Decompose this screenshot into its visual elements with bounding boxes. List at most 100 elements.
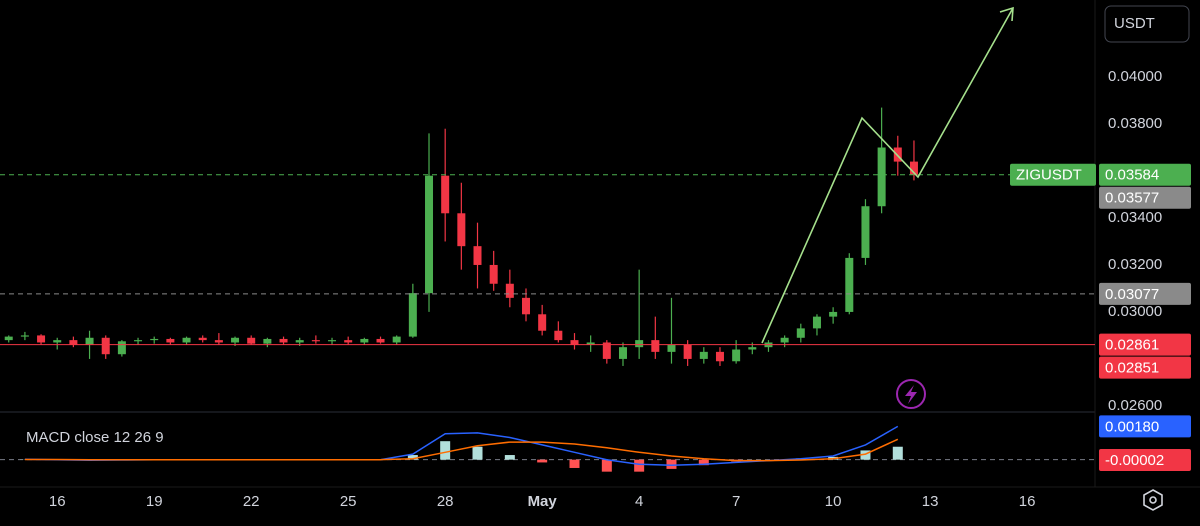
candle-body	[198, 337, 207, 341]
candle-body	[441, 175, 450, 214]
candle-body	[570, 340, 579, 345]
trend-annotation	[761, 6, 1014, 344]
candle-body	[667, 344, 676, 352]
candle-body	[150, 338, 159, 341]
candle-body	[812, 316, 821, 329]
candle-body	[522, 297, 531, 315]
symbol-label: ZIGUSDT	[1016, 167, 1082, 184]
histogram-bar	[504, 455, 515, 460]
histogram-bar	[440, 441, 451, 460]
x-tick-label: 7	[732, 493, 740, 510]
candle-body	[845, 257, 854, 312]
histogram-bar	[537, 459, 548, 463]
candle-body	[214, 340, 223, 343]
x-tick-label: 13	[922, 493, 939, 510]
x-tick-label: 28	[437, 493, 454, 510]
candle-body	[829, 311, 838, 317]
histogram-bar	[698, 459, 709, 466]
alert-bolt[interactable]	[905, 385, 917, 404]
candle-body	[473, 246, 482, 265]
histogram-bar	[569, 459, 580, 468]
y-tick-label: 0.03000	[1108, 303, 1162, 320]
histogram-bar	[472, 446, 483, 460]
candle-body	[909, 161, 918, 175]
candle-body	[408, 293, 417, 337]
candle-body	[554, 330, 563, 341]
price-label: 0.03584	[1105, 167, 1159, 184]
price-label-box	[1099, 333, 1191, 356]
settings-dot[interactable]	[1149, 496, 1157, 504]
candle-body	[231, 337, 240, 343]
candle-body	[651, 340, 660, 352]
y-tick-label: 0.03200	[1108, 256, 1162, 273]
x-tick-label: 16	[49, 493, 66, 510]
candle-body	[166, 338, 175, 343]
candle-body	[732, 349, 741, 362]
value-label: -0.00002	[1105, 452, 1164, 469]
candle-body	[538, 314, 547, 331]
settings-icon[interactable]	[1143, 489, 1163, 511]
histogram-bar	[892, 446, 903, 460]
alert-circle[interactable]	[896, 379, 926, 409]
value-label-box	[1099, 449, 1191, 472]
trend-line	[761, 7, 1014, 344]
price-label: 0.02861	[1105, 337, 1159, 354]
candle-body	[69, 340, 78, 345]
histogram-bar	[407, 455, 418, 460]
price-label-box	[1099, 282, 1191, 305]
histogram-bar	[666, 459, 677, 469]
candle-body	[134, 340, 143, 342]
price-label: 0.03077	[1105, 286, 1159, 303]
candle-body	[425, 175, 434, 294]
arrow-head	[999, 6, 1014, 22]
candle-body	[586, 342, 595, 345]
histogram-bar	[860, 450, 871, 460]
candle-body	[344, 340, 353, 343]
x-tick-label: 25	[340, 493, 357, 510]
value-label-box	[1099, 415, 1191, 438]
candle-body	[602, 342, 611, 359]
y-tick-label: 0.03400	[1108, 209, 1162, 226]
candle-body	[635, 340, 644, 348]
price-label: 0.02851	[1105, 360, 1159, 377]
alert-icon[interactable]	[896, 379, 926, 409]
candle-body	[489, 264, 498, 284]
price-label-box	[1099, 186, 1191, 209]
x-tick-label: 4	[635, 493, 643, 510]
candle-body	[247, 337, 256, 344]
macd-title: MACD close 12 26 9	[26, 429, 164, 446]
candle-body	[182, 337, 191, 343]
candle-body	[263, 338, 272, 344]
currency-button[interactable]: USDT	[1104, 5, 1190, 43]
candle-body	[392, 336, 401, 343]
price-label-box	[1099, 163, 1191, 186]
x-tick-label: 22	[243, 493, 260, 510]
candle-body	[101, 337, 110, 355]
candle-body	[117, 341, 126, 355]
candle-body	[715, 351, 724, 362]
plot-layer	[0, 107, 1095, 472]
candle-body	[748, 347, 757, 350]
candle-body	[360, 338, 369, 343]
macd-line	[24, 438, 899, 462]
candle-body	[328, 340, 337, 342]
candle-body	[376, 338, 385, 343]
value-label: 0.00180	[1105, 418, 1159, 435]
settings-hex[interactable]	[1143, 489, 1163, 511]
y-tick-label: 0.02600	[1108, 397, 1162, 414]
candle-body	[457, 213, 466, 247]
candle-body	[618, 347, 627, 359]
x-tick-label: 19	[146, 493, 163, 510]
candle-body	[877, 147, 886, 207]
symbol-label-box	[1010, 163, 1096, 186]
currency-text[interactable]: USDT	[1114, 15, 1155, 32]
candle-body	[4, 336, 13, 341]
price-label-box	[1099, 356, 1191, 379]
candle-body	[20, 335, 29, 337]
candle-body	[699, 351, 708, 359]
currency-box[interactable]	[1104, 5, 1190, 43]
y-tick-label: 0.04000	[1108, 68, 1162, 85]
